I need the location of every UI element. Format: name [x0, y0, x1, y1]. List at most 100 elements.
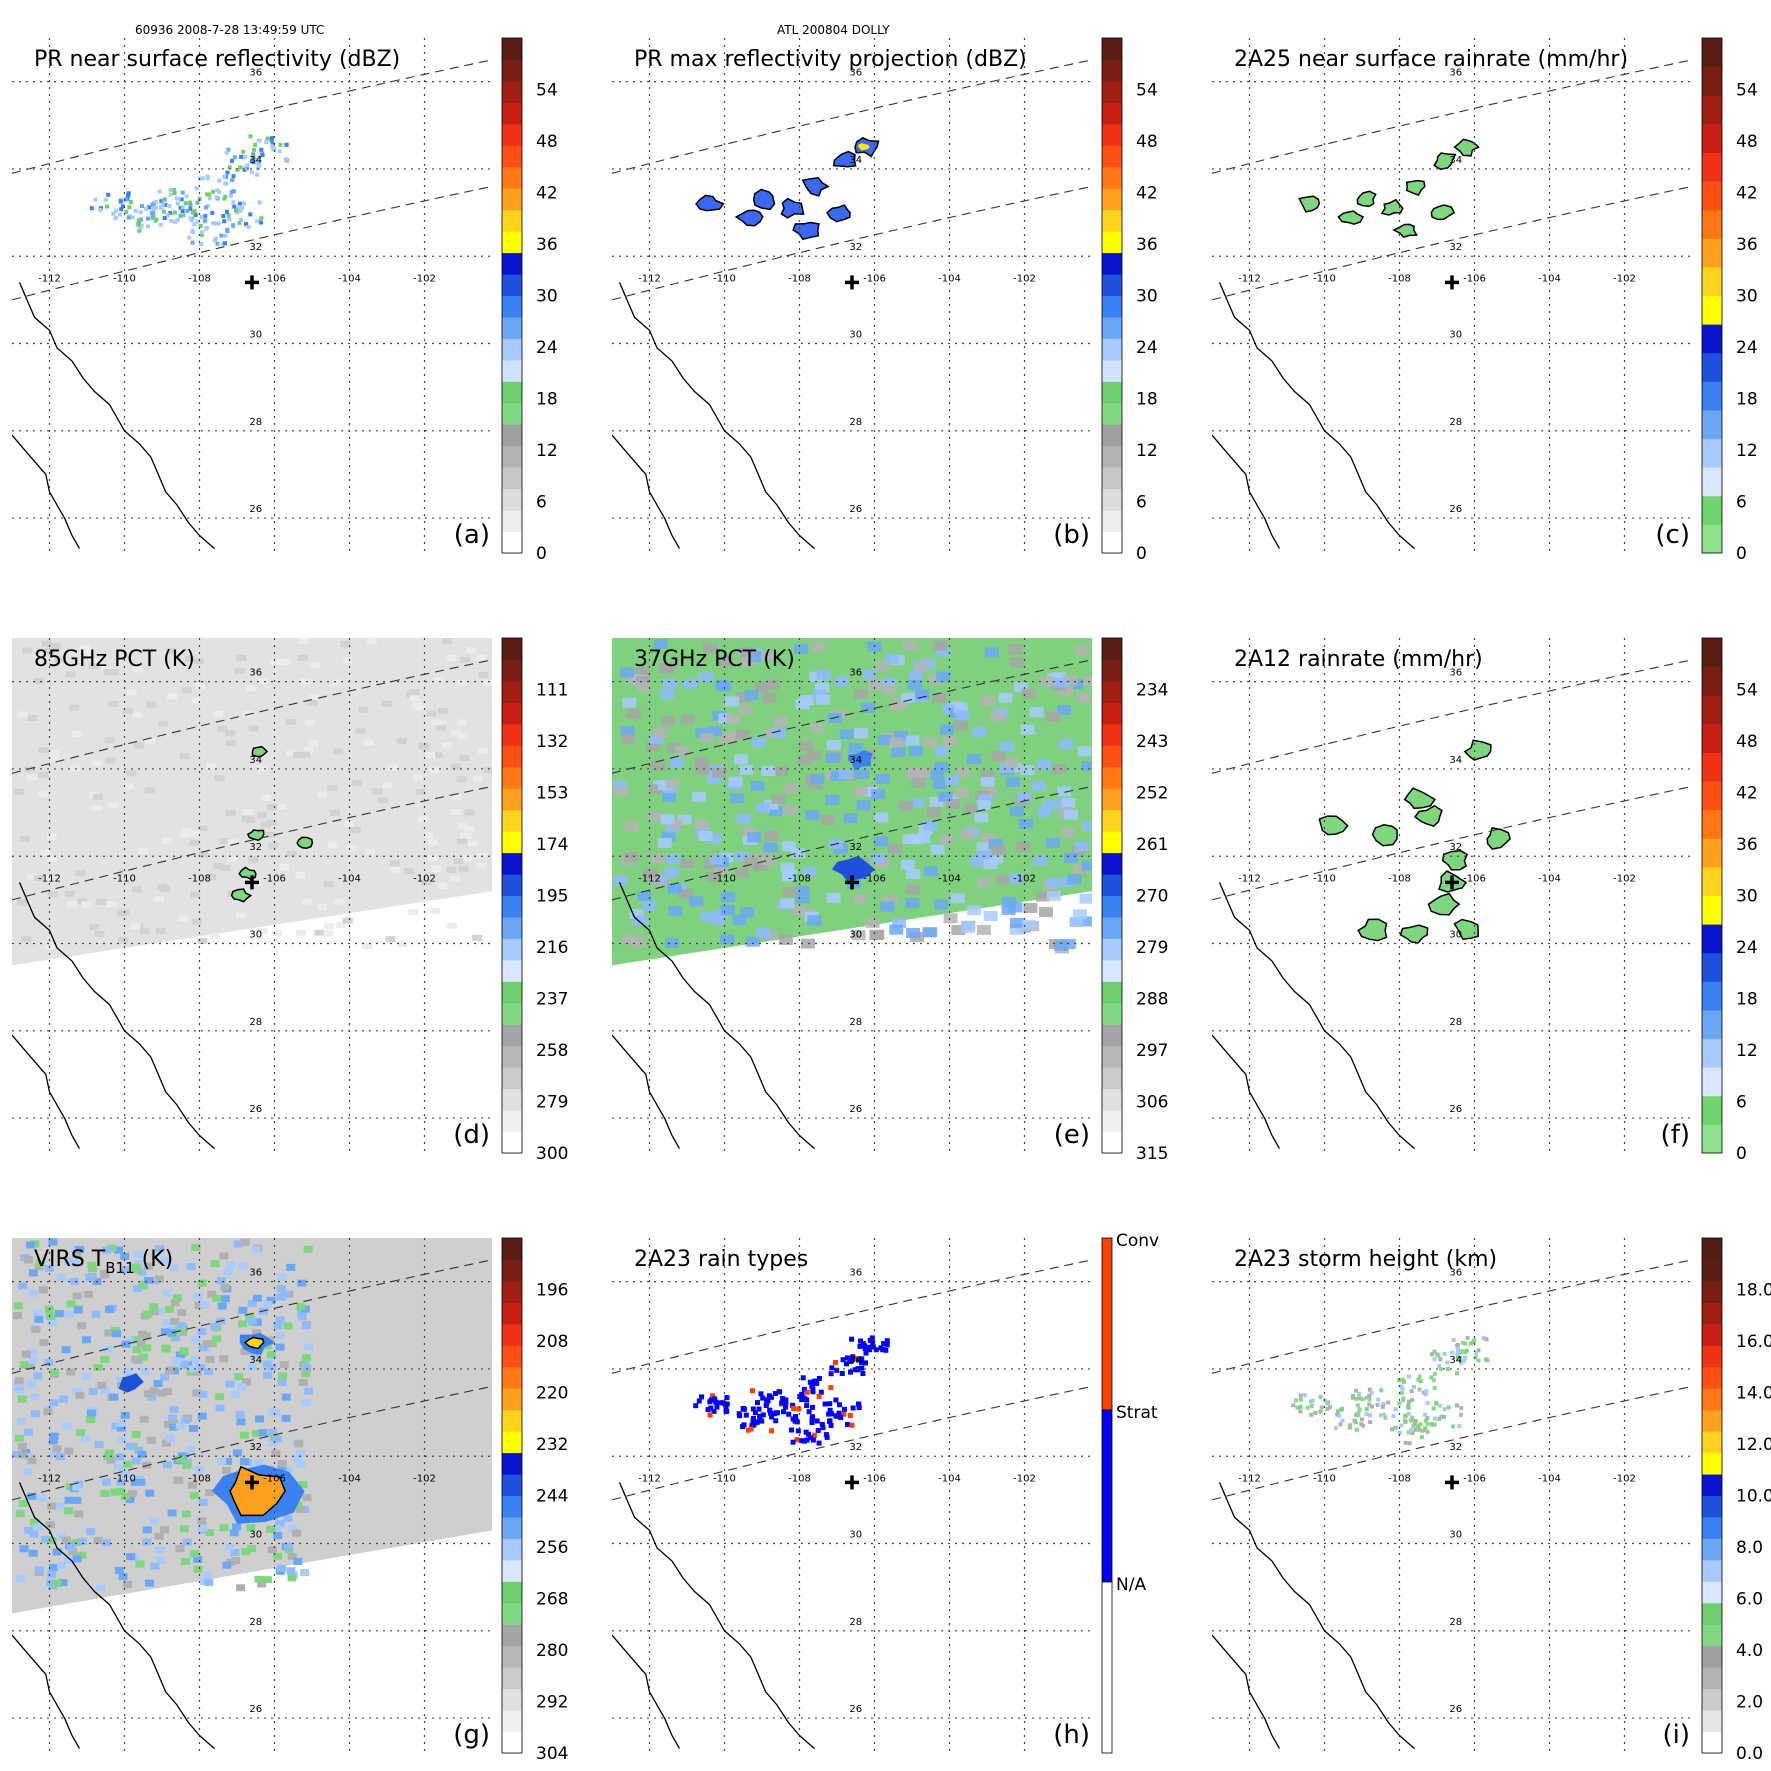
pct-pixel — [763, 855, 777, 866]
reflectivity-pixel — [140, 204, 144, 209]
height-pixel — [1430, 1422, 1435, 1427]
pct-pixel — [329, 809, 340, 816]
pct-pixel — [433, 677, 444, 684]
virs-pixel — [49, 1368, 59, 1376]
pct-pixel — [1031, 780, 1046, 791]
virs-pixel — [50, 1451, 60, 1459]
pct-pixel — [712, 767, 727, 778]
virs-pixel — [268, 1439, 277, 1446]
pct-pixel — [989, 853, 1004, 864]
lat-tick-label: 34 — [1449, 755, 1462, 766]
raintype-pixel — [833, 1397, 839, 1403]
reflectivity-pixel — [227, 217, 232, 222]
virs-pixel — [113, 1463, 123, 1471]
virs-pixel — [171, 1334, 180, 1342]
virs-pixel — [120, 1411, 130, 1419]
raintype-pixel — [804, 1389, 810, 1395]
pct-pixel — [762, 693, 777, 704]
pct-pixel — [811, 641, 826, 652]
lon-tick-label: -102 — [1613, 274, 1636, 285]
colorbar-segment — [1702, 1516, 1722, 1539]
pct-pixel — [418, 742, 429, 749]
virs-pixel — [72, 1496, 82, 1504]
virs-pixel — [247, 1300, 257, 1307]
pct-pixel — [366, 638, 377, 645]
raintype-pixel — [708, 1397, 714, 1403]
pct-pixel — [104, 737, 115, 744]
pct-pixel — [195, 682, 206, 689]
pct-pixel — [780, 898, 795, 909]
pct-pixel — [724, 731, 739, 742]
raintype-pixel — [714, 1404, 720, 1410]
pct-pixel — [752, 853, 767, 863]
colorbar-tick-label: 18 — [1736, 990, 1758, 1010]
colorbar-segment — [1702, 895, 1722, 925]
height-pixel — [1391, 1414, 1396, 1419]
pct-pixel — [47, 891, 58, 898]
pct-pixel — [754, 682, 769, 693]
pct-pixel — [923, 820, 938, 831]
lat-tick-label: 34 — [849, 755, 862, 766]
precip-cell — [296, 836, 314, 849]
pct-pixel — [661, 831, 676, 842]
colorbar-tick-label: 36 — [1136, 235, 1158, 255]
reflectivity-pixel — [161, 209, 166, 214]
pct-pixel — [279, 863, 290, 870]
pr-swath-edge — [12, 659, 492, 774]
pct-pixel — [751, 737, 766, 748]
pct-pixel — [635, 667, 650, 678]
virs-pixel — [267, 1546, 277, 1554]
reflectivity-pixel — [150, 215, 155, 220]
pct-pixel — [460, 656, 471, 663]
virs-pixel — [301, 1354, 311, 1362]
pct-pixel — [225, 730, 236, 737]
raintype-pixel — [793, 1414, 799, 1419]
pct-pixel — [1036, 759, 1051, 770]
virs-pixel — [80, 1435, 90, 1443]
virs-pixel — [182, 1538, 192, 1546]
coastline — [612, 434, 681, 549]
panel-label: (f) — [1661, 1120, 1690, 1150]
lon-tick-label: -102 — [413, 274, 436, 285]
virs-pixel — [117, 1435, 127, 1443]
virs-pixel — [194, 1301, 204, 1309]
raintype-pixel — [849, 1422, 855, 1428]
virs-pixel — [225, 1543, 235, 1551]
virs-pixel — [62, 1422, 72, 1430]
pct-pixel — [189, 839, 200, 846]
virs-pixel — [134, 1259, 144, 1267]
height-pixel — [1401, 1396, 1406, 1401]
virs-pixel — [86, 1528, 96, 1536]
reflectivity-pixel — [241, 149, 246, 154]
virs-pixel — [191, 1243, 201, 1251]
virs-pixel — [145, 1489, 155, 1497]
pct-pixel — [929, 796, 944, 807]
pct-pixel — [732, 915, 747, 926]
height-pixel — [1418, 1379, 1423, 1384]
lat-tick-label: 26 — [849, 1104, 862, 1115]
lon-tick-label: -108 — [188, 874, 211, 885]
pct-pixel — [980, 696, 995, 707]
virs-pixel — [283, 1515, 293, 1522]
raintype-pixel — [829, 1365, 835, 1371]
pct-pixel — [1002, 896, 1017, 907]
virs-pixel — [160, 1526, 169, 1534]
colorbar-segment — [502, 1110, 522, 1133]
reflectivity-pixel — [199, 242, 204, 246]
lon-tick-label: -104 — [338, 1474, 361, 1485]
graticule — [12, 38, 492, 553]
height-pixel — [1337, 1413, 1342, 1418]
reflectivity-pixel — [114, 208, 119, 213]
lon-tick-label: -106 — [863, 1474, 886, 1485]
pct-pixel — [430, 719, 441, 726]
pct-pixel — [160, 886, 170, 893]
height-pixel — [1356, 1413, 1361, 1418]
pct-pixel — [1061, 828, 1076, 838]
pct-pixel — [458, 865, 469, 872]
colorbar-segment — [502, 1710, 522, 1733]
height-pixel — [1431, 1406, 1436, 1411]
colorbar-segment — [502, 1345, 522, 1368]
lat-tick-label: 26 — [1449, 1104, 1462, 1115]
